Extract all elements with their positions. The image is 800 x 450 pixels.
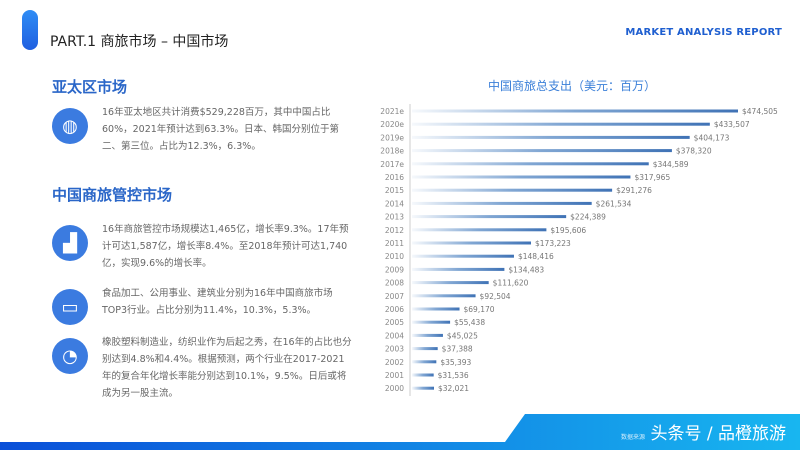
data-label: $45,025 [447,331,478,340]
data-label: $35,393 [440,358,471,367]
bar [412,281,489,285]
bar [412,373,434,377]
data-label: $111,620 [493,279,529,288]
data-label: $317,965 [634,173,670,182]
data-label: $173,223 [535,239,571,248]
y-tick-label: 2014 [385,199,404,208]
y-tick-label: 2009 [385,265,404,274]
bar [412,109,738,113]
section-heading-china: 中国商旅管控市场 [52,186,173,204]
bar-chart-icon: ▟ [52,225,88,261]
bar [412,201,592,205]
data-label: $291,276 [616,186,652,195]
page-title: PART.1 商旅市场 – 中国市场 [50,34,229,50]
bar [412,122,710,126]
report-label: MARKET ANALYSIS REPORT [625,27,782,38]
data-label: $134,483 [508,265,544,274]
data-label: $474,505 [742,107,778,116]
data-label: $195,606 [550,226,586,235]
data-label: $261,534 [596,199,632,208]
data-label: $433,507 [714,120,750,129]
bar [412,135,690,139]
data-label: $344,589 [653,160,689,169]
y-tick-label: 2021e [380,107,404,116]
data-label: $404,173 [694,133,730,142]
bar-chart: 2021e $474,505 2020e $433,507 2019e $404,173 2… [380,104,778,396]
y-tick-label: 2007 [385,292,404,301]
y-tick-label: 2017e [380,160,404,169]
y-tick-label: 2006 [385,305,404,314]
bar [412,360,437,364]
data-label: $148,416 [518,252,554,261]
bar [412,215,567,219]
y-tick-label: 2002 [385,358,404,367]
info-text: 橡胶塑料制造业，纺织业作为后起之秀，在16年的占比也分别达到4.8%和4.4%。… [102,337,352,399]
section-heading-apac: 亚太区市场 [52,78,128,96]
bar [412,333,443,337]
bar [412,175,631,179]
data-label: $224,389 [570,213,606,222]
bar [412,228,547,232]
y-tick-label: 2015 [385,186,404,195]
y-tick-label: 2011 [385,239,404,248]
info-text: 16年商旅管控市场规模达1,465亿，增长率9.3%。17年预计可达1,587亿… [102,224,349,269]
data-label: $378,320 [676,147,712,156]
footer-band [0,414,800,450]
y-tick-label: 2001 [385,371,404,380]
bar [412,241,532,245]
data-label: $55,438 [454,318,485,327]
info-text: 16年亚太地区共计消费$529,228百万，其中中国占比60%，2021年预计达… [102,107,339,152]
bar [412,347,438,351]
y-tick-label: 2005 [385,318,404,327]
bar [412,188,613,192]
y-tick-label: 2013 [385,213,404,222]
y-tick-label: 2019e [380,133,404,142]
y-tick-label: 2000 [385,384,404,393]
y-tick-label: 2008 [385,279,404,288]
data-label: $69,170 [464,305,495,314]
info-item: ▭ 食品加工、公用事业、建筑业分别为16年中国商旅市场TOP3行业。占比分别为1… [52,285,352,325]
header-accent [22,10,38,50]
data-label: $37,388 [442,345,473,354]
bar [412,149,672,153]
bar [412,254,514,258]
y-tick-label: 2003 [385,345,404,354]
bar [412,294,476,298]
info-item: ◔ 橡胶塑料制造业，纺织业作为后起之秀，在16年的占比也分别达到4.8%和4.4… [52,334,352,402]
y-tick-label: 2020e [380,120,404,129]
info-text: 食品加工、公用事业、建筑业分别为16年中国商旅市场TOP3行业。占比分别为11.… [102,288,333,316]
presentation-icon: ▭ [52,289,88,325]
data-label: $32,021 [438,384,469,393]
info-item: ◍ 16年亚太地区共计消费$529,228百万，其中中国占比60%，2021年预… [52,104,352,155]
info-item: ▟ 16年商旅管控市场规模达1,465亿，增长率9.3%。17年预计可达1,58… [52,221,352,272]
data-label: $31,536 [438,371,469,380]
data-label: $92,504 [480,292,511,301]
bar [412,307,460,311]
bar [412,320,451,324]
y-tick-label: 2012 [385,226,404,235]
bar [412,162,649,166]
pie-chart-icon: ◔ [52,338,88,374]
y-tick-label: 2004 [385,331,404,340]
watermark: 数据来源 头条号 / 品橙旅游 [621,424,786,444]
chart-title: 中国商旅总支出（美元：百万） [488,79,657,93]
y-tick-label: 2010 [385,252,404,261]
globe-icon: ◍ [52,108,88,144]
y-tick-label: 2016 [385,173,404,182]
bar [412,386,434,390]
y-tick-label: 2018e [380,147,404,156]
bar [412,267,505,271]
